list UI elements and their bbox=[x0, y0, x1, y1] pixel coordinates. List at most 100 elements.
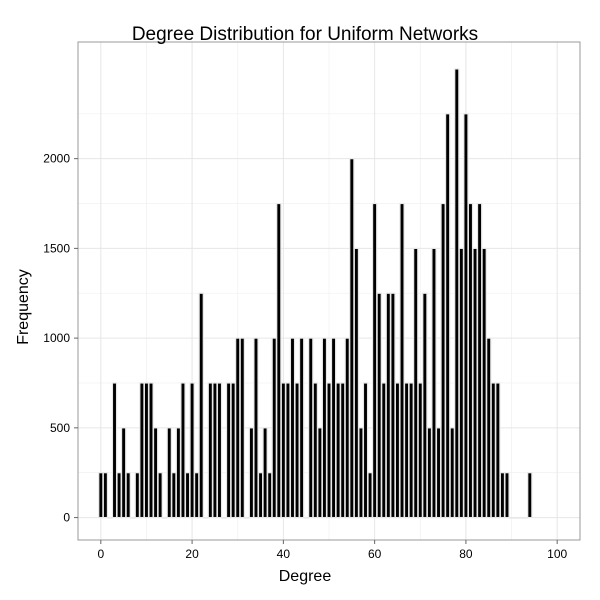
x-tick-label: 0 bbox=[97, 547, 104, 561]
bar bbox=[486, 337, 492, 519]
bar bbox=[139, 382, 145, 519]
bar bbox=[371, 202, 378, 519]
y-tick-label: 0 bbox=[63, 511, 70, 525]
bar bbox=[381, 382, 387, 519]
bar bbox=[120, 427, 127, 519]
bar bbox=[125, 472, 131, 519]
bar bbox=[189, 382, 195, 519]
bar bbox=[248, 427, 255, 519]
bar bbox=[289, 337, 296, 519]
bar bbox=[257, 472, 264, 519]
bar bbox=[253, 337, 259, 519]
bar bbox=[445, 113, 451, 519]
bar bbox=[344, 337, 350, 519]
bar bbox=[267, 472, 273, 519]
bar bbox=[463, 113, 469, 519]
bar bbox=[499, 472, 506, 519]
bar bbox=[408, 382, 414, 519]
bar bbox=[518, 516, 524, 519]
bar bbox=[107, 516, 113, 519]
y-tick-label: 2000 bbox=[43, 152, 70, 166]
y-tick-label: 500 bbox=[50, 421, 70, 435]
bar bbox=[198, 292, 204, 519]
bar bbox=[312, 382, 318, 519]
bar bbox=[330, 337, 337, 519]
x-tick-label: 20 bbox=[185, 547, 199, 561]
y-tick-label: 1000 bbox=[43, 331, 70, 345]
bar bbox=[134, 472, 140, 519]
bar bbox=[399, 202, 405, 519]
bar bbox=[490, 382, 496, 519]
bar bbox=[184, 472, 191, 519]
bar bbox=[390, 292, 396, 519]
bar bbox=[171, 472, 177, 519]
plot-panel bbox=[77, 41, 581, 541]
bars bbox=[98, 68, 533, 519]
bar bbox=[262, 427, 268, 519]
bar bbox=[230, 382, 236, 519]
bar bbox=[98, 472, 104, 519]
bar bbox=[367, 472, 373, 519]
chart-title: Degree Distribution for Uniform Networks bbox=[132, 24, 478, 45]
x-axis: 0 20 40 60 80 100 bbox=[97, 540, 568, 561]
bar bbox=[175, 427, 182, 519]
bar bbox=[157, 472, 163, 519]
bar bbox=[417, 382, 423, 519]
bar bbox=[440, 202, 446, 519]
bar bbox=[349, 158, 355, 519]
bar bbox=[298, 337, 305, 519]
bar bbox=[413, 247, 419, 519]
bar bbox=[449, 427, 455, 519]
bar bbox=[353, 247, 360, 519]
bar bbox=[308, 337, 314, 519]
bar bbox=[143, 382, 150, 519]
y-axis-label: Frequency bbox=[15, 269, 32, 345]
bar bbox=[235, 337, 241, 519]
bar bbox=[180, 382, 186, 519]
bar bbox=[225, 382, 232, 519]
bar bbox=[285, 382, 291, 519]
bar bbox=[454, 68, 460, 519]
bar bbox=[527, 472, 533, 519]
bar bbox=[303, 516, 309, 519]
y-tick-label: 1500 bbox=[43, 241, 70, 255]
bar bbox=[148, 382, 154, 519]
bar bbox=[276, 202, 282, 519]
x-tick-label: 40 bbox=[277, 547, 291, 561]
bar bbox=[294, 382, 300, 519]
x-axis-label: Degree bbox=[279, 568, 332, 585]
bar bbox=[335, 382, 341, 519]
bar bbox=[102, 472, 109, 519]
bar bbox=[111, 382, 118, 519]
bar bbox=[435, 427, 442, 519]
x-tick-label: 60 bbox=[368, 547, 382, 561]
bar bbox=[426, 427, 433, 519]
bar bbox=[495, 382, 501, 519]
bar bbox=[362, 382, 369, 519]
bar bbox=[508, 516, 515, 519]
bar bbox=[513, 516, 519, 519]
bar bbox=[376, 292, 382, 519]
bar bbox=[317, 427, 323, 519]
bar bbox=[116, 472, 122, 519]
bar bbox=[207, 382, 213, 519]
y-axis: 0 500 1000 1500 2000 bbox=[43, 152, 78, 525]
x-tick-label: 100 bbox=[547, 547, 567, 561]
bar bbox=[271, 337, 277, 519]
bar bbox=[194, 472, 200, 519]
bar bbox=[472, 247, 478, 519]
bar bbox=[326, 382, 332, 519]
bar bbox=[340, 382, 346, 519]
bar bbox=[280, 382, 287, 519]
bar bbox=[504, 472, 510, 519]
x-tick-label: 80 bbox=[459, 547, 473, 561]
bar bbox=[476, 202, 483, 519]
bar bbox=[203, 516, 209, 519]
bar bbox=[166, 427, 172, 519]
bar bbox=[321, 337, 328, 519]
bar bbox=[385, 292, 391, 519]
bar bbox=[130, 516, 136, 519]
bar bbox=[394, 382, 401, 519]
bar bbox=[216, 382, 223, 519]
